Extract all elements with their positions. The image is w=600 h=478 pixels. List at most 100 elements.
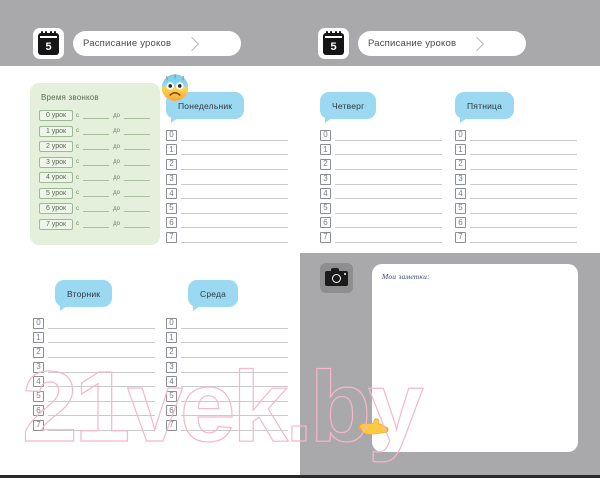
bell-schedule-rows: 0 урок с до 1 урок с до 2 урок с до 3 урок с до 4 ур… [39,108,151,232]
lesson-write-line[interactable] [335,212,442,214]
lesson-number: 6 [166,217,177,229]
lesson-number: 4 [166,376,177,388]
lesson-write-line[interactable] [48,371,155,373]
calendar-icon: 5 [318,28,349,59]
lesson-write-line[interactable] [181,429,288,431]
lesson-write-line[interactable] [48,429,155,431]
lesson-write-line[interactable] [335,168,442,170]
bell-start-time-blank[interactable] [83,180,110,182]
bell-end-time-blank[interactable] [123,226,150,228]
lesson-write-line[interactable] [48,386,155,388]
lesson-write-line[interactable] [335,198,442,200]
bell-row: 5 урок с до [39,186,151,202]
lesson-row: 4 [33,374,155,389]
lesson-write-line[interactable] [181,415,288,417]
calendar-icon: 5 [33,28,64,59]
lesson-write-line[interactable] [48,356,155,358]
lesson-write-line[interactable] [181,168,288,170]
lesson-write-line[interactable] [181,241,288,243]
lesson-write-line[interactable] [48,342,155,344]
lesson-write-line[interactable] [181,154,288,156]
lesson-write-line[interactable] [335,241,442,243]
lesson-write-line[interactable] [181,183,288,185]
lesson-row: 1 [33,331,155,346]
bell-start-time-blank[interactable] [83,211,110,213]
bell-start-time-blank[interactable] [83,195,110,197]
bell-to-label: до [113,159,120,166]
lesson-row: 0 [33,316,155,331]
lesson-write-line[interactable] [181,212,288,214]
lesson-number: 5 [33,390,44,402]
lesson-write-line[interactable] [48,327,155,329]
bell-end-time-blank[interactable] [123,133,150,135]
lesson-write-line[interactable] [181,327,288,329]
bell-start-time-blank[interactable] [83,164,110,166]
lesson-write-line[interactable] [470,154,577,156]
lesson-write-line[interactable] [470,168,577,170]
lesson-number: 0 [455,129,466,141]
bell-end-time-blank[interactable] [123,164,150,166]
lesson-write-line[interactable] [181,400,288,402]
chevron-right-icon [184,36,200,51]
bell-to-label: до [113,174,120,181]
bell-end-time-blank[interactable] [123,149,150,151]
day-label: Среда [200,289,227,299]
bell-end-time-blank[interactable] [123,118,150,120]
lesson-write-line[interactable] [181,227,288,229]
schedule-button-1[interactable]: Расписание уроков [73,31,241,56]
lesson-write-line[interactable] [335,139,442,141]
bell-start-time-blank[interactable] [83,118,110,120]
bell-start-time-blank[interactable] [83,226,110,228]
bell-start-time-blank[interactable] [83,149,110,151]
lesson-row: 1 [455,143,577,158]
lesson-write-line[interactable] [470,212,577,214]
bell-to-label: до [113,221,120,228]
bell-start-time-blank[interactable] [83,133,110,135]
bell-end-time-blank[interactable] [123,180,150,182]
bell-lesson-tag: 7 урок [39,218,73,230]
bell-end-time-blank[interactable] [123,195,150,197]
lesson-write-line[interactable] [181,342,288,344]
lesson-write-line[interactable] [181,139,288,141]
lesson-number: 1 [455,144,466,156]
lesson-number: 7 [320,231,331,243]
notes-panel: Мои заметки: [300,253,600,475]
calendar-day-number: 5 [330,40,337,53]
day-label-bubble: Вторник [55,280,113,311]
lesson-write-line[interactable] [470,227,577,229]
bell-to-label: до [113,205,120,212]
lesson-write-line[interactable] [181,198,288,200]
lesson-row: 4 [166,374,288,389]
bell-row: 7 урок с до [39,217,151,233]
bell-schedule-card: Время звонков 0 урок с до 1 урок с до 2 урок с д… [30,83,160,245]
calendar-day-number: 5 [45,40,52,53]
day-column-monday: Понедельник 0 1 2 3 4 5 6 7 [166,92,288,245]
lesson-row: 7 [320,230,442,245]
lesson-write-line[interactable] [181,356,288,358]
lesson-number: 4 [33,376,44,388]
lesson-write-line[interactable] [335,154,442,156]
bell-from-label: с [76,174,79,181]
lesson-write-line[interactable] [470,241,577,243]
lesson-write-line[interactable] [181,371,288,373]
lesson-write-line[interactable] [335,227,442,229]
lesson-row: 3 [320,172,442,187]
lesson-write-line[interactable] [470,139,577,141]
lesson-write-line[interactable] [335,183,442,185]
bell-from-label: с [76,205,79,212]
lesson-row: 7 [166,418,288,433]
bell-lesson-tag: 1 урок [39,125,73,137]
bell-end-time-blank[interactable] [123,211,150,213]
lesson-write-line[interactable] [470,183,577,185]
camera-icon[interactable] [320,263,353,293]
lesson-write-line[interactable] [48,415,155,417]
notes-card[interactable]: Мои заметки: [372,264,578,452]
lesson-write-line[interactable] [48,400,155,402]
lesson-row: 3 [455,172,577,187]
schedule-button-2[interactable]: Расписание уроков [358,31,526,56]
lesson-write-line[interactable] [181,386,288,388]
bell-lesson-tag: 3 урок [39,156,73,168]
lesson-number: 5 [166,390,177,402]
lesson-write-line[interactable] [470,198,577,200]
lesson-number: 4 [455,188,466,200]
